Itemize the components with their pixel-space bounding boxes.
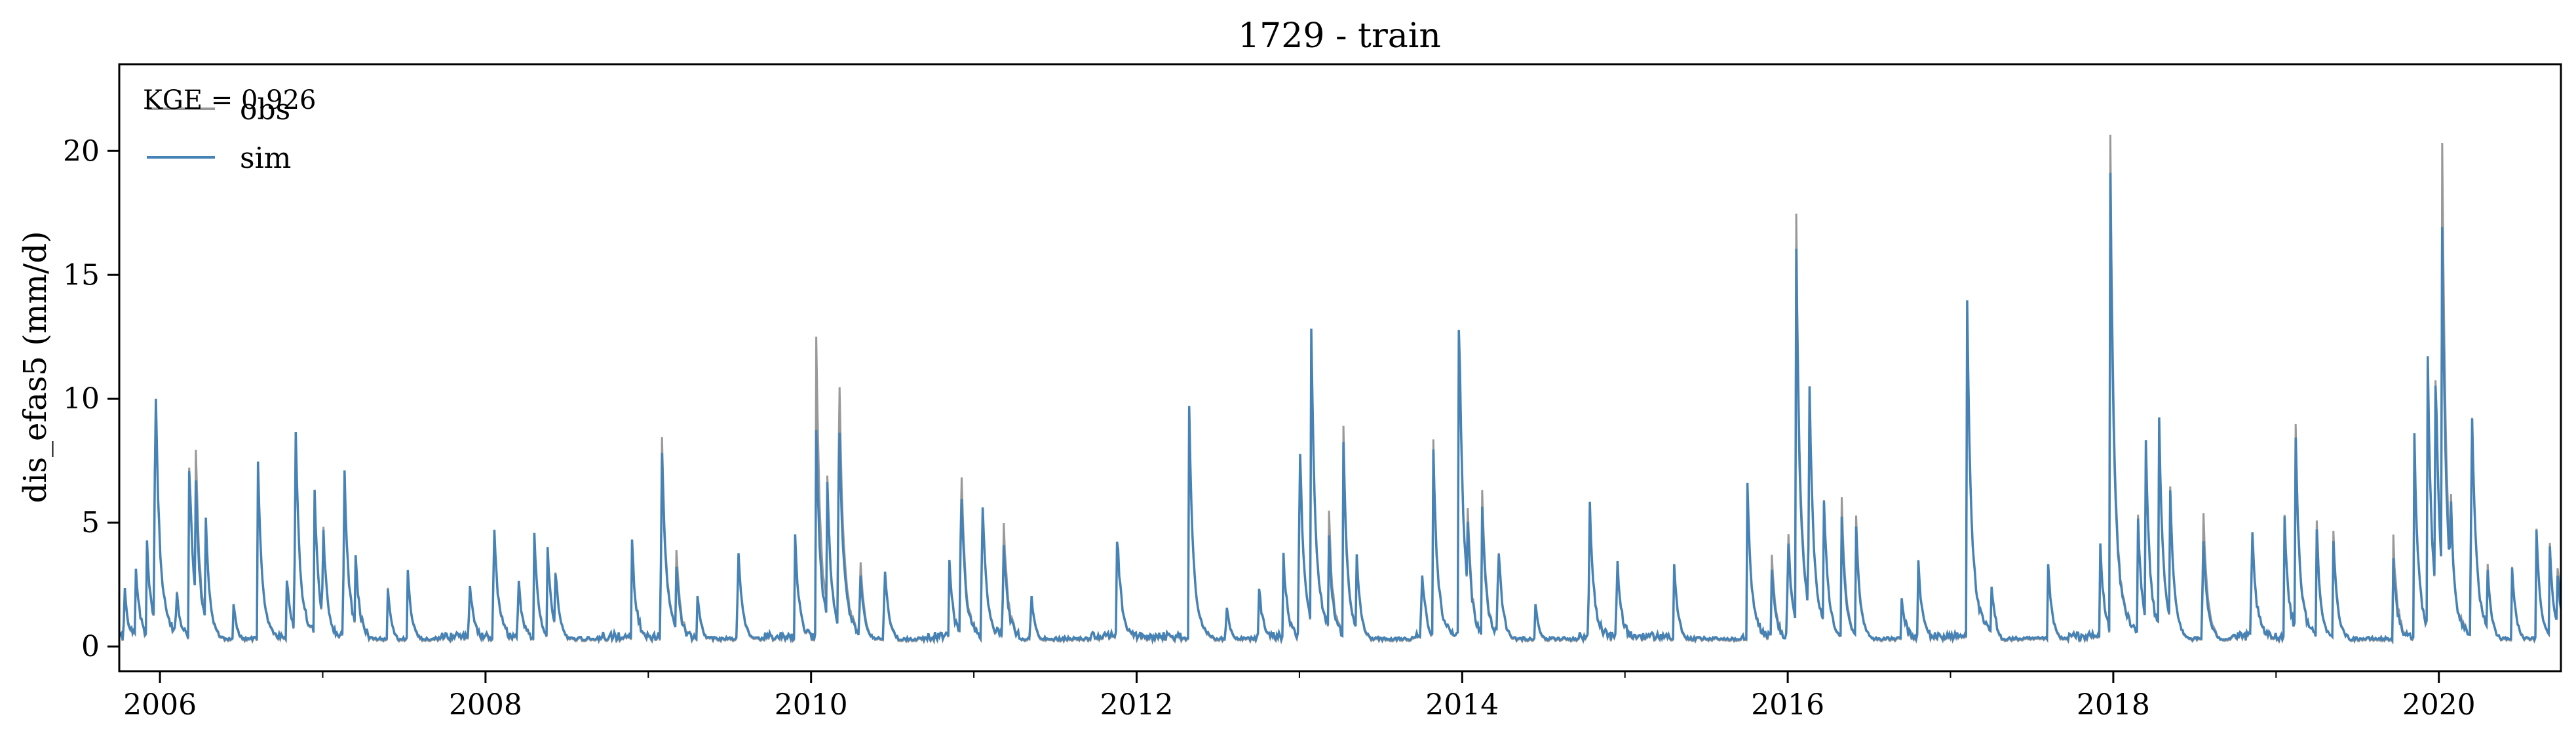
legend-obs-label: obs (240, 93, 290, 127)
sim-series (118, 172, 2562, 644)
x-tick-label: 2016 (1751, 688, 1824, 722)
x-axis: 2006 2008 2010 2012 2014 2016 2018 2020 (123, 671, 2476, 722)
x-tick-label: 2018 (2077, 688, 2150, 722)
y-axis-label: dis_efas5 (mm/d) (17, 231, 54, 503)
y-axis: 0 5 10 15 20 (63, 134, 119, 663)
chart-title: 1729 - train (1238, 16, 1441, 56)
x-tick-label: 2014 (1425, 688, 1499, 722)
y-tick-label: 15 (63, 258, 100, 292)
kge-annotation: KGE = 0.926 (143, 85, 317, 115)
y-tick-label: 0 (81, 630, 100, 663)
y-tick-label: 10 (63, 382, 100, 416)
y-tick-label: 5 (81, 506, 100, 539)
y-tick-label: 20 (63, 134, 100, 168)
legend-sim-label: sim (240, 142, 291, 175)
x-tick-label: 2020 (2402, 688, 2476, 722)
legend: obs sim (147, 93, 291, 175)
plot-area (118, 134, 2562, 646)
plot-frame (118, 63, 2562, 673)
x-tick-label: 2010 (775, 688, 848, 722)
x-tick-label: 2008 (449, 688, 522, 722)
sim-line (118, 172, 2562, 644)
x-tick-label: 2006 (123, 688, 197, 722)
x-tick-label: 2012 (1100, 688, 1174, 722)
